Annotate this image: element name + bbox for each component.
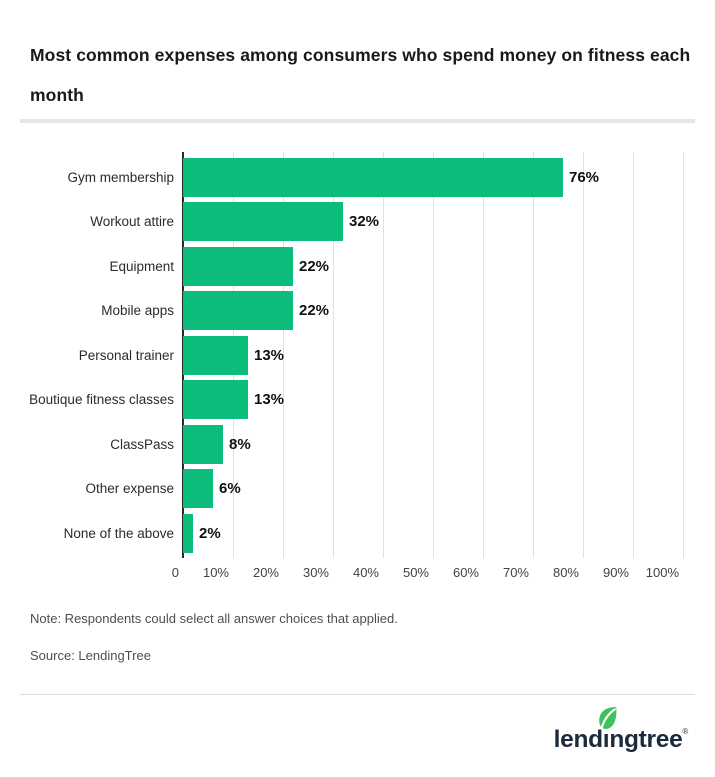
category-label: Boutique fitness classes — [29, 392, 174, 408]
bar — [183, 202, 343, 242]
bar-track: 22% — [183, 246, 683, 286]
bar — [183, 291, 293, 331]
bar — [183, 469, 213, 509]
footer-divider — [20, 694, 695, 695]
lendingtree-logo: lend ıngtree® — [553, 707, 688, 754]
value-label: 22% — [299, 257, 330, 275]
bar — [183, 513, 193, 553]
value-label: 32% — [349, 213, 380, 231]
bar-track: 13% — [183, 380, 683, 420]
bar-track: 6% — [183, 469, 683, 509]
bar-row: ClassPass 8% — [0, 422, 715, 467]
bar-row: Mobile apps 22% — [0, 289, 715, 334]
title-divider — [20, 119, 695, 123]
category-label: ClassPass — [110, 436, 174, 452]
bar-track: 22% — [183, 291, 683, 331]
y-axis-line — [181, 152, 184, 558]
value-label: 13% — [254, 391, 285, 409]
registered-mark: ® — [682, 727, 688, 736]
x-tick-label: 30% — [302, 565, 329, 580]
bar-row: None of the above 2% — [0, 511, 715, 556]
gridline — [483, 152, 484, 558]
bar-row: Boutique fitness classes 13% — [0, 378, 715, 423]
bar-row: Other expense 6% — [0, 467, 715, 512]
value-label: 22% — [299, 302, 330, 320]
category-label: None of the above — [63, 525, 174, 541]
bar — [183, 157, 563, 197]
bar-row: Equipment 22% — [0, 244, 715, 289]
leaf-icon — [598, 707, 617, 730]
x-tick-label: 90% — [602, 565, 629, 580]
bar — [183, 335, 248, 375]
x-tick-label: 20% — [252, 565, 279, 580]
value-label: 2% — [199, 524, 221, 542]
bar — [183, 424, 223, 464]
logo-letter-i: ı — [598, 707, 617, 754]
value-label: 13% — [254, 346, 285, 364]
gridline — [333, 152, 334, 558]
category-label: Other expense — [85, 481, 174, 497]
bar-track: 8% — [183, 424, 683, 464]
gridline — [433, 152, 434, 558]
x-tick-label: 60% — [452, 565, 479, 580]
gridline — [533, 152, 534, 558]
category-label: Personal trainer — [78, 347, 174, 363]
bar-track: 76% — [183, 157, 683, 197]
x-tick-label: 10% — [202, 565, 229, 580]
x-tick-label: 80% — [552, 565, 579, 580]
category-label: Workout attire — [90, 214, 174, 230]
bar-track: 13% — [183, 335, 683, 375]
gridline — [633, 152, 634, 558]
page-title: Most common expenses among consumers who… — [30, 45, 691, 105]
bar — [183, 246, 293, 286]
bar-row: Workout attire 32% — [0, 200, 715, 245]
bar-chart: Gym membership 76% Workout attire 32% Eq… — [0, 152, 715, 584]
value-label: 8% — [229, 435, 251, 453]
x-tick-label: 40% — [352, 565, 379, 580]
logo-dotless-i: ı — [602, 726, 610, 753]
gridline — [683, 152, 684, 558]
note-text: Note: Respondents could select all answe… — [30, 611, 398, 626]
x-tick-label: 0 — [171, 565, 179, 580]
source-text: Source: LendingTree — [30, 648, 151, 663]
gridline — [583, 152, 584, 558]
bar-row: Gym membership 76% — [0, 155, 715, 200]
bar — [183, 380, 248, 420]
x-tick-label: 100% — [645, 565, 679, 580]
value-label: 6% — [219, 480, 241, 498]
x-tick-label: 50% — [402, 565, 429, 580]
category-label: Mobile apps — [101, 303, 174, 319]
logo-text-right: ngtree — [609, 726, 683, 753]
gridline — [283, 152, 284, 558]
x-tick-label: 70% — [502, 565, 529, 580]
x-axis: 0 10% 20% 30% 40% 50% 60% 70% 80% 90% 100% — [0, 558, 715, 584]
gridline — [383, 152, 384, 558]
category-label: Gym membership — [67, 169, 174, 185]
logo-text-left: lend — [553, 726, 603, 753]
chart-rows: Gym membership 76% Workout attire 32% Eq… — [0, 152, 715, 558]
value-label: 76% — [569, 168, 600, 186]
bar-track: 2% — [183, 513, 683, 553]
bar-track: 32% — [183, 202, 683, 242]
category-label: Equipment — [109, 258, 174, 274]
bar-row: Personal trainer 13% — [0, 333, 715, 378]
